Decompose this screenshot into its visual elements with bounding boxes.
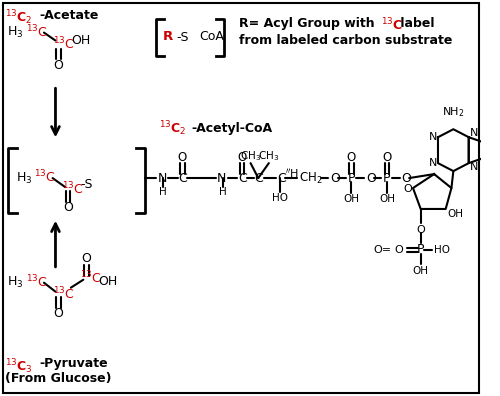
- Text: O: O: [402, 171, 411, 185]
- Text: CH$_3$: CH$_3$: [240, 149, 261, 163]
- Text: CoA: CoA: [200, 30, 224, 43]
- Text: P: P: [383, 171, 390, 185]
- Text: O: O: [382, 150, 392, 164]
- Text: O: O: [54, 307, 64, 320]
- Text: from labeled carbon substrate: from labeled carbon substrate: [239, 34, 452, 47]
- Text: OH: OH: [344, 194, 359, 204]
- Text: $^{13}$C$_3$: $^{13}$C$_3$: [6, 358, 34, 376]
- Text: label: label: [396, 17, 434, 30]
- Text: N: N: [428, 158, 437, 168]
- Text: N: N: [470, 128, 478, 138]
- Text: OH: OH: [98, 275, 118, 288]
- Text: (From Glucose): (From Glucose): [6, 372, 112, 385]
- Text: -Pyruvate: -Pyruvate: [39, 358, 108, 370]
- Text: C: C: [178, 171, 187, 185]
- Text: CH$_3$: CH$_3$: [258, 149, 280, 163]
- Text: O: O: [178, 150, 187, 164]
- Text: $^{13}$C: $^{13}$C: [26, 23, 48, 40]
- Text: N: N: [428, 132, 437, 142]
- Text: O: O: [238, 150, 246, 164]
- Text: O: O: [63, 202, 73, 215]
- Text: O: O: [82, 252, 91, 265]
- Text: -S: -S: [176, 31, 189, 44]
- Text: C: C: [278, 171, 286, 185]
- Text: $^{13}$C: $^{13}$C: [52, 286, 74, 302]
- Text: $^{13}$C: $^{13}$C: [34, 169, 56, 185]
- Text: H$_3$: H$_3$: [8, 275, 24, 290]
- Text: H: H: [219, 187, 226, 197]
- Text: OH: OH: [412, 266, 428, 276]
- Text: CH$_2$: CH$_2$: [298, 171, 322, 186]
- Text: OH: OH: [71, 34, 90, 47]
- Text: NH$_2$: NH$_2$: [442, 105, 464, 119]
- Text: $^{13}$C: $^{13}$C: [52, 35, 74, 52]
- Text: HO: HO: [434, 245, 450, 255]
- Text: -Acetate: -Acetate: [39, 9, 98, 22]
- Text: R= Acyl Group with: R= Acyl Group with: [239, 17, 379, 30]
- Text: -S: -S: [80, 177, 93, 190]
- Text: O: O: [404, 184, 412, 194]
- Text: $^{\prime\prime}$H: $^{\prime\prime}$H: [285, 167, 299, 180]
- Text: -Acetyl-CoA: -Acetyl-CoA: [191, 122, 272, 135]
- Text: P: P: [417, 243, 424, 256]
- Text: $^{13}$C: $^{13}$C: [62, 181, 84, 197]
- Text: $^{13}$C$_2$: $^{13}$C$_2$: [160, 119, 187, 137]
- Text: $^{13}$C: $^{13}$C: [26, 273, 48, 290]
- Text: OH: OH: [448, 209, 464, 219]
- Text: $^{13}$C$_2$: $^{13}$C$_2$: [6, 9, 33, 27]
- Text: O: O: [366, 171, 376, 185]
- Text: H$_3$: H$_3$: [16, 171, 32, 186]
- Text: O=: O=: [374, 245, 392, 255]
- Text: O: O: [347, 150, 356, 164]
- Text: $^{13}$C: $^{13}$C: [382, 17, 404, 33]
- Text: C: C: [238, 171, 247, 185]
- Text: N: N: [217, 171, 226, 185]
- Text: N: N: [158, 171, 166, 185]
- Text: HO: HO: [272, 193, 288, 203]
- Text: H: H: [159, 187, 167, 197]
- Text: $^{13}$C: $^{13}$C: [80, 269, 102, 286]
- Text: P: P: [348, 171, 355, 185]
- Text: O: O: [330, 171, 340, 185]
- Text: R: R: [163, 30, 173, 43]
- Text: N: N: [470, 162, 478, 172]
- Text: H$_3$: H$_3$: [8, 25, 24, 40]
- Text: O: O: [416, 225, 425, 235]
- Text: OH: OH: [379, 194, 395, 204]
- Text: C: C: [254, 171, 263, 185]
- Text: O: O: [394, 245, 404, 255]
- Text: O: O: [54, 59, 64, 72]
